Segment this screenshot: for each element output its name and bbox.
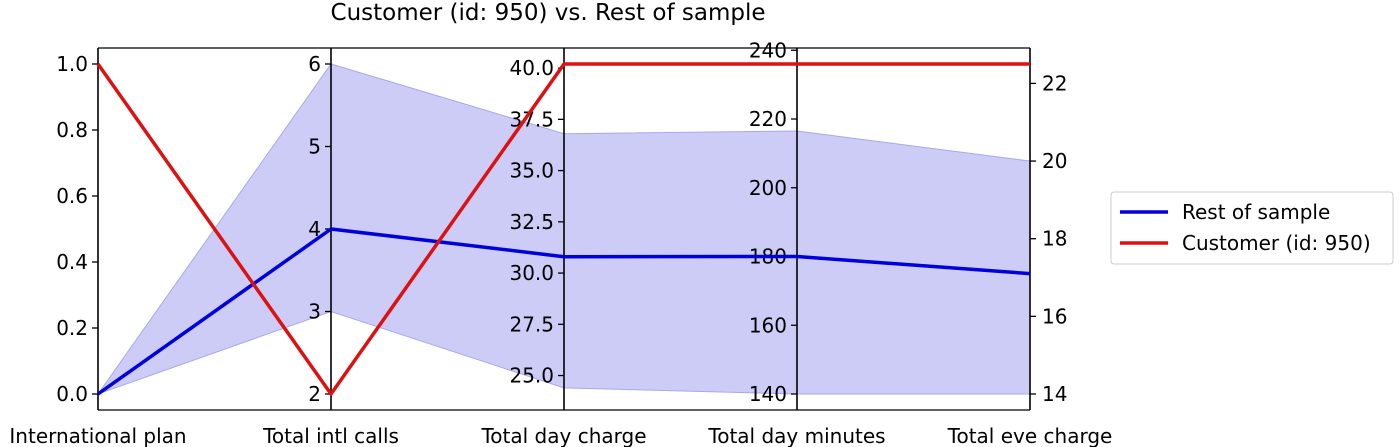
tick-label: 160 [749,313,787,337]
axis-international-plan: 0.0 0.2 0.4 0.6 0.8 1.0 [56,48,99,410]
series-line-customer-id-950 [96,62,1030,396]
legend-label-rest-of-sample: Rest of sample [1182,200,1330,224]
tick-label: 6 [308,52,321,76]
tick-label: 240 [749,38,787,62]
category-label-total-intl-calls: Total intl calls [262,424,399,447]
tick-label: 40.0 [509,56,554,80]
tick-label: 0.2 [56,316,88,340]
tick-label: 32.5 [509,210,554,234]
tick-label: 16 [1042,304,1067,328]
legend: Rest of sample Customer (id: 950) [1110,191,1394,265]
tick-label: 4 [308,217,321,241]
tick-label: 140 [749,382,787,406]
tick-label: 35.0 [509,159,554,183]
legend-box [1110,191,1394,265]
tick-label: 0.6 [56,184,88,208]
chart-title: Customer (id: 950) vs. Rest of sample [331,0,766,26]
tick-label: 220 [749,107,787,131]
tick-label: 18 [1042,227,1067,251]
tick-label: 1.0 [56,52,88,76]
legend-label-customer-id-950: Customer (id: 950) [1182,231,1371,255]
tick-label: 20 [1042,149,1067,173]
tick-label: 5 [308,135,321,159]
tick-label: 0.8 [56,118,88,142]
tick-label: 2 [308,382,321,406]
tick-label: 0.4 [56,250,88,274]
category-label-international-plan: International plan [9,424,186,447]
tick-label: 27.5 [509,312,554,336]
tick-label: 22 [1042,71,1067,95]
axis-total-eve-charge: 14 16 18 20 22 [1029,48,1067,410]
axis-total-day-charge: 25.027.530.032.535.037.540.0 [509,48,565,410]
tick-label: 14 [1042,382,1067,406]
category-label-total-day-minutes: Total day minutes [707,424,885,447]
tick-label: 200 [749,176,787,200]
tick-label: 25.0 [509,364,554,388]
category-labels: International plan Total intl calls Total … [9,424,1112,447]
series-lines [96,62,1031,396]
tick-label: 30.0 [509,261,554,285]
tick-label: 0.0 [56,382,88,406]
category-label-total-day-charge: Total day charge [480,424,646,447]
tick-label: 3 [308,300,321,324]
category-label-total-eve-charge: Total eve charge [947,424,1113,447]
